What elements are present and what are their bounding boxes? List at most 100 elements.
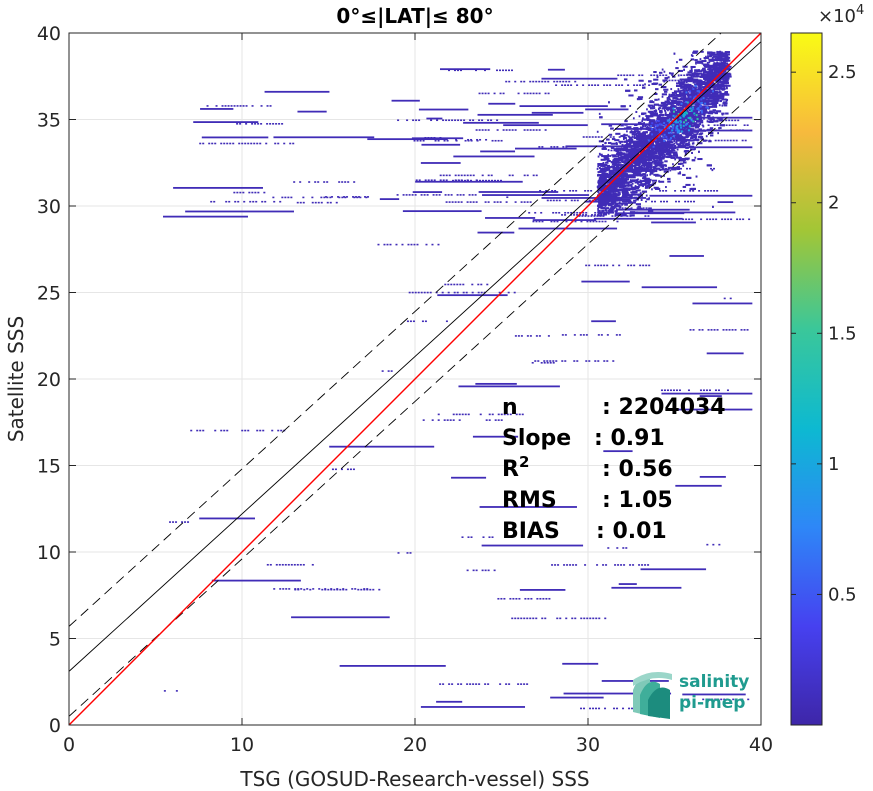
density-cell	[636, 174, 642, 177]
track-streak	[418, 108, 469, 111]
track-dot	[598, 707, 601, 710]
density-cell	[603, 181, 606, 184]
density-cell	[647, 129, 651, 132]
track-dot	[480, 283, 483, 286]
track-dot	[467, 139, 470, 142]
density-cell	[607, 153, 610, 156]
density-cell	[653, 110, 658, 113]
density-cell	[650, 128, 657, 131]
track-dot	[271, 429, 274, 432]
track-dot	[661, 167, 664, 170]
track-dot	[431, 419, 434, 421]
density-cell	[645, 163, 651, 166]
density-cell	[668, 143, 671, 146]
density-cell	[690, 148, 696, 151]
track-dot	[478, 92, 481, 95]
density-cell	[664, 113, 670, 116]
track-dot	[551, 564, 554, 566]
density-cell	[714, 78, 718, 81]
density-cell	[710, 58, 717, 61]
density-cell	[703, 82, 709, 85]
density-cell	[666, 99, 669, 102]
track-dot	[662, 74, 665, 77]
density-cell	[656, 130, 659, 133]
track-dot	[251, 191, 254, 194]
density-cell	[718, 104, 721, 107]
density-cell	[675, 136, 679, 139]
density-cell	[648, 105, 651, 108]
density-cell	[632, 152, 635, 155]
track-streak	[391, 99, 420, 102]
density-cell	[702, 106, 707, 109]
density-cell	[706, 120, 709, 123]
track-dot	[290, 563, 293, 566]
density-cell	[618, 156, 623, 159]
track-dot	[544, 80, 547, 83]
density-cell	[707, 94, 709, 97]
track-dot	[722, 329, 725, 331]
density-cell	[685, 142, 689, 145]
density-cell	[689, 95, 694, 98]
density-cell	[651, 133, 655, 136]
track-dot	[620, 74, 623, 77]
track-dot	[728, 329, 731, 331]
density-cell	[651, 179, 658, 182]
track-dot	[491, 139, 494, 142]
track-dot	[443, 419, 446, 421]
density-cell	[707, 56, 710, 59]
track-dot	[514, 129, 517, 131]
density-cell	[708, 78, 711, 81]
track-dot	[445, 320, 448, 323]
density-cell	[718, 127, 722, 130]
track-dot	[257, 191, 260, 194]
density-cell	[703, 70, 708, 73]
track-dot	[529, 80, 532, 83]
track-dot	[518, 597, 521, 600]
density-cell	[639, 158, 643, 161]
density-cell	[705, 101, 710, 104]
track-dot	[311, 196, 314, 199]
track-dot	[614, 564, 617, 566]
track-dot	[645, 207, 648, 209]
density-cell	[687, 111, 694, 114]
density-cell	[692, 81, 695, 84]
density-cell	[618, 147, 624, 150]
density-cell	[709, 54, 712, 57]
density-cell	[721, 84, 724, 87]
density-cell	[610, 194, 613, 197]
track-dot	[526, 335, 529, 337]
density-cell	[691, 90, 696, 93]
track-dot	[523, 617, 526, 620]
track-dot	[355, 196, 358, 198]
track-dot	[412, 320, 415, 323]
track-dot	[484, 92, 487, 95]
track-dot	[309, 588, 312, 591]
track-dot	[508, 683, 511, 685]
density-cell	[659, 148, 665, 151]
track-dot	[359, 196, 362, 199]
density-cell	[645, 114, 648, 117]
density-cell	[685, 89, 689, 92]
track-streak	[439, 68, 491, 71]
density-cell	[726, 65, 732, 68]
track-dot	[580, 220, 583, 223]
track-dot	[269, 123, 272, 125]
density-cell	[655, 161, 661, 164]
density-cell	[648, 183, 654, 187]
track-dot	[664, 149, 667, 152]
track-dot	[486, 283, 489, 286]
track-dot	[672, 389, 675, 392]
density-cell	[600, 178, 604, 181]
track-dot	[549, 199, 552, 202]
track-dot	[707, 124, 710, 127]
track-dot	[344, 181, 347, 183]
density-cell	[636, 150, 639, 153]
track-dot	[175, 690, 178, 692]
track-dot	[595, 220, 598, 223]
density-cell	[678, 106, 685, 109]
density-cell	[643, 122, 646, 125]
track-dot	[547, 92, 550, 95]
density-cell	[631, 179, 637, 182]
density-cell	[633, 146, 639, 149]
density-cell	[631, 193, 637, 196]
